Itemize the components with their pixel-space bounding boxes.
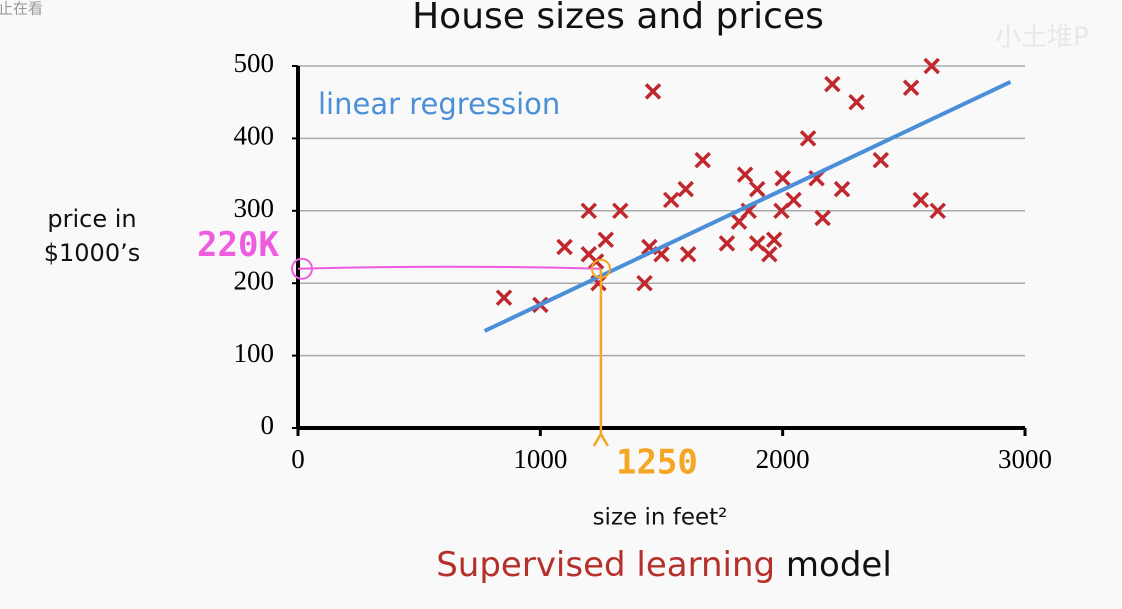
- y-tick-label: 400: [234, 121, 275, 151]
- data-point: [580, 202, 598, 220]
- y-tick-label: 300: [234, 193, 275, 223]
- data-point: [718, 235, 736, 252]
- data-point: [748, 180, 766, 198]
- data-point: [833, 180, 851, 198]
- y-axis-label: $1000’s: [44, 239, 140, 267]
- data-point: [774, 169, 791, 187]
- x-tick-label: 3000: [998, 444, 1052, 474]
- data-point: [902, 79, 920, 96]
- y-axis-label: price in: [47, 205, 136, 233]
- x-tick-label: 2000: [756, 444, 810, 474]
- data-point: [765, 231, 783, 248]
- data-point: [612, 202, 629, 220]
- guide-circle: [590, 258, 611, 279]
- data-point: [848, 93, 865, 111]
- footer: Supervised learning model: [436, 545, 892, 585]
- regression-line: [483, 80, 1012, 333]
- footer-highlight: Supervised learning: [436, 545, 775, 585]
- data-point: [597, 231, 615, 248]
- data-point: [636, 274, 653, 292]
- data-point: [785, 191, 802, 209]
- y-tick-label: 200: [234, 265, 275, 295]
- data-point: [679, 246, 697, 263]
- data-point: [495, 289, 513, 306]
- data-point: [824, 75, 841, 93]
- y-tick-label: 500: [234, 48, 275, 78]
- y-tick-label: 0: [261, 410, 275, 440]
- watermark: 止在看: [0, 0, 43, 18]
- y-tick-label: 100: [234, 338, 275, 368]
- data-point: [736, 166, 754, 183]
- data-point: [799, 130, 817, 147]
- guide-x-label: 1250: [616, 443, 698, 483]
- data-point: [872, 151, 890, 169]
- data-point: [556, 238, 573, 256]
- data-point: [644, 83, 662, 100]
- chart-title: House sizes and prices: [412, 0, 824, 37]
- x-tick-label: 0: [291, 444, 305, 474]
- guide-horizontal: [297, 265, 601, 270]
- data-point: [814, 209, 831, 227]
- data-point: [929, 202, 946, 220]
- guide-y-label: 220K: [197, 225, 279, 265]
- guide-circle: [291, 257, 313, 280]
- data-point: [677, 180, 694, 198]
- data-point: [912, 191, 930, 209]
- data-point: [662, 191, 680, 209]
- data-point: [923, 57, 940, 75]
- x-axis-label: size in feet²: [593, 505, 728, 531]
- x-tick-label: 1000: [513, 444, 567, 474]
- legend-label: linear regression: [318, 87, 560, 121]
- watermark: 小土堆P: [995, 23, 1089, 53]
- guide-vertical: [592, 268, 609, 447]
- footer-text: model: [786, 545, 892, 585]
- data-point: [761, 246, 778, 263]
- data-point: [694, 151, 711, 169]
